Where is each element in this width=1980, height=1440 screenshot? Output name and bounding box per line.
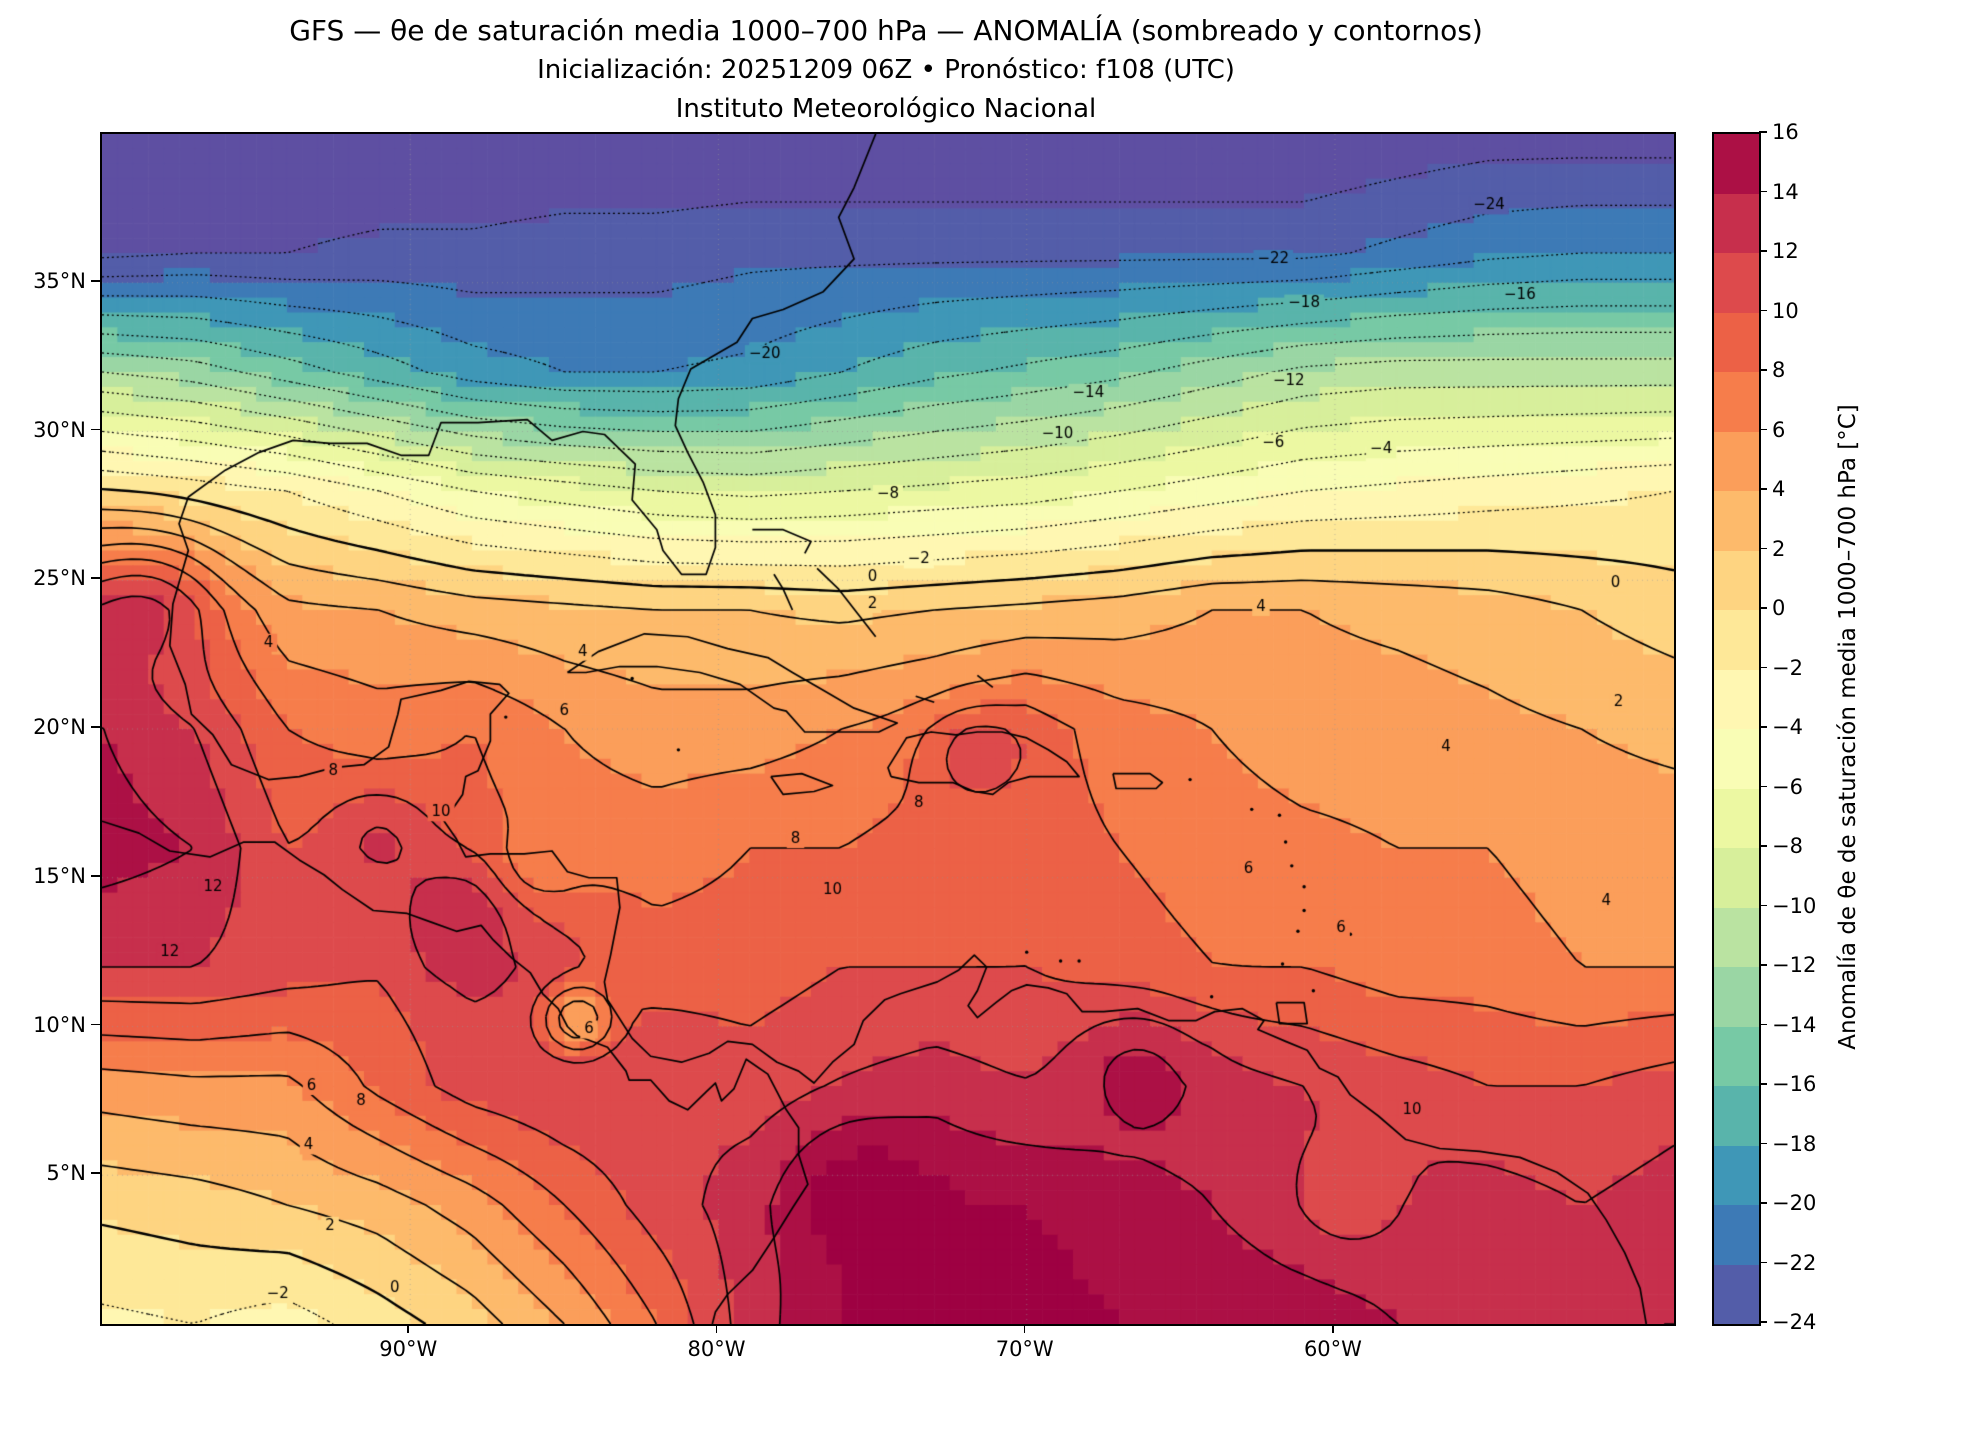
- colorbar-tick-mark: [1759, 726, 1767, 728]
- colorbar-tick-label: −14: [1772, 1012, 1817, 1037]
- x-tick-label: 90°W: [379, 1337, 438, 1361]
- chart-institution: Instituto Meteorológico Nacional: [675, 94, 1097, 124]
- x-tick-mark: [1023, 1324, 1026, 1333]
- colorbar-tick-label: −18: [1772, 1131, 1817, 1156]
- colorbar-tick-label: 14: [1772, 179, 1799, 204]
- colorbar-tick-label: 6: [1772, 417, 1786, 442]
- colorbar-tick-mark: [1759, 131, 1767, 133]
- colorbar-tick-label: −8: [1772, 834, 1803, 858]
- y-tick-mark: [91, 1172, 100, 1175]
- colorbar-band: [1714, 610, 1759, 670]
- y-tick-label: 20°N: [33, 715, 86, 739]
- y-tick-label: 5°N: [46, 1161, 86, 1186]
- colorbar-band: [1714, 967, 1759, 1027]
- colorbar-tick-mark: [1759, 964, 1767, 966]
- colorbar-band: [1714, 1205, 1759, 1265]
- colorbar-tick-label: −16: [1772, 1072, 1817, 1096]
- x-tick-label: 60°W: [1303, 1337, 1362, 1361]
- colorbar-tick-label: −24: [1772, 1310, 1817, 1334]
- colorbar-tick-mark: [1759, 547, 1767, 550]
- colorbar-band: [1714, 1145, 1759, 1205]
- map-canvas: [102, 134, 1674, 1324]
- colorbar-band: [1714, 669, 1759, 729]
- x-tick-mark: [1332, 1324, 1334, 1333]
- colorbar-tick-mark: [1759, 785, 1767, 788]
- y-tick-label: 25°N: [33, 566, 86, 591]
- colorbar-band: [1714, 907, 1759, 967]
- chart-title: GFS — θe de saturación media 1000–700 hP…: [289, 14, 1483, 47]
- colorbar-tick-label: −10: [1772, 893, 1817, 918]
- colorbar-tick-mark: [1759, 488, 1767, 490]
- colorbar-tick-mark: [1759, 666, 1767, 669]
- x-tick-mark: [715, 1324, 718, 1333]
- colorbar-band: [1714, 550, 1759, 610]
- x-tick-mark: [407, 1324, 410, 1333]
- chart-subtitle: Inicialización: 20251209 06Z • Pronóstic…: [537, 55, 1235, 85]
- colorbar-tick-mark: [1759, 1321, 1767, 1323]
- colorbar-band: [1714, 491, 1759, 551]
- y-tick-label: 35°N: [33, 268, 86, 293]
- colorbar-tick-label: −6: [1772, 774, 1803, 799]
- colorbar-tick-mark: [1759, 607, 1767, 609]
- colorbar-tick-mark: [1759, 250, 1767, 252]
- colorbar-tick-mark: [1759, 1142, 1767, 1145]
- colorbar-band: [1714, 372, 1759, 432]
- y-tick-mark: [91, 577, 100, 580]
- colorbar-band: [1714, 1264, 1759, 1324]
- colorbar-label: Anomalía de θe de saturación media 1000–…: [1835, 404, 1861, 1050]
- colorbar-tick-label: −2: [1772, 655, 1803, 680]
- y-tick-mark: [91, 428, 100, 431]
- colorbar-tick-label: 10: [1772, 298, 1799, 323]
- colorbar-band: [1714, 253, 1759, 313]
- colorbar-tick-mark: [1759, 904, 1767, 907]
- y-tick-mark: [91, 1023, 100, 1026]
- colorbar-tick-mark: [1759, 190, 1767, 193]
- colorbar-tick-mark: [1759, 1261, 1767, 1264]
- colorbar-tick-mark: [1759, 1023, 1767, 1026]
- colorbar-tick-label: 12: [1772, 239, 1799, 263]
- colorbar-tick-mark: [1759, 1083, 1767, 1085]
- colorbar-band: [1714, 431, 1759, 491]
- y-tick-mark: [91, 726, 100, 728]
- x-tick-label: 70°W: [995, 1337, 1054, 1361]
- y-tick-label: 15°N: [33, 863, 86, 888]
- colorbar-tick-label: 16: [1772, 120, 1799, 144]
- y-tick-mark: [91, 279, 100, 282]
- colorbar-tick-mark: [1759, 309, 1767, 312]
- colorbar-band: [1714, 134, 1759, 194]
- colorbar-tick-label: −22: [1772, 1250, 1817, 1275]
- colorbar-tick-label: 4: [1772, 477, 1786, 501]
- colorbar: [1712, 132, 1761, 1326]
- map-panel: [100, 132, 1676, 1326]
- colorbar-tick-label: 8: [1772, 358, 1786, 382]
- colorbar-tick-label: −12: [1772, 953, 1817, 977]
- colorbar-tick-mark: [1759, 1202, 1767, 1204]
- colorbar-tick-label: 2: [1772, 536, 1786, 561]
- colorbar-tick-label: 0: [1772, 596, 1786, 620]
- colorbar-tick-label: −20: [1772, 1191, 1817, 1215]
- colorbar-band: [1714, 193, 1759, 253]
- colorbar-band: [1714, 788, 1759, 848]
- colorbar-band: [1714, 312, 1759, 372]
- colorbar-tick-mark: [1759, 428, 1767, 431]
- colorbar-band: [1714, 1086, 1759, 1146]
- colorbar-band: [1714, 1026, 1759, 1086]
- y-tick-label: 10°N: [33, 1012, 86, 1037]
- colorbar-band: [1714, 848, 1759, 908]
- colorbar-band: [1714, 729, 1759, 789]
- y-tick-mark: [91, 874, 100, 877]
- x-tick-label: 80°W: [687, 1337, 746, 1361]
- colorbar-tick-mark: [1759, 369, 1767, 371]
- colorbar-tick-mark: [1759, 845, 1767, 847]
- colorbar-tick-label: −4: [1772, 715, 1803, 739]
- y-tick-label: 30°N: [33, 417, 86, 442]
